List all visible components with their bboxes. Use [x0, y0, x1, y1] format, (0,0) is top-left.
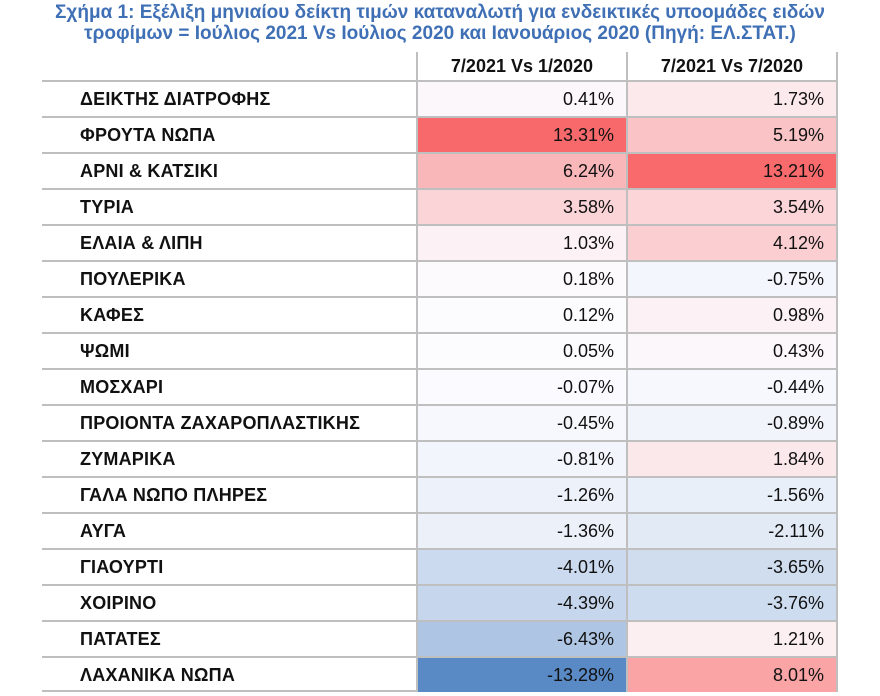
row-label: ΓΙΑΟΥΡΤΙ — [80, 556, 164, 577]
value-cell-vs-jan2020: 0.12% — [416, 298, 626, 332]
value-cell-vs-jul2020: -0.44% — [626, 370, 838, 404]
row-label: ΠΑΤΑΤΕΣ — [80, 628, 161, 649]
value-cell-vs-jul2020: -0.75% — [626, 262, 838, 296]
value-cell-vs-jul2020: -3.65% — [626, 550, 838, 584]
row-label: ΠΡΟΙΟΝΤΑ ΖΑΧΑΡΟΠΛΑΣΤΙΚΗΣ — [80, 412, 361, 433]
value-cell-vs-jan2020: -4.39% — [416, 586, 626, 620]
value-cell-vs-jan2020: -13.28% — [416, 658, 626, 692]
row-label: ΨΩΜΙ — [80, 340, 130, 361]
row-label: ΔΕΙΚΤΗΣ ΔΙΑΤΡΟΦΗΣ — [80, 88, 271, 109]
value-cell-vs-jan2020: 0.05% — [416, 334, 626, 368]
value-cell-vs-jan2020: 3.58% — [416, 190, 626, 224]
table-row: ΔΕΙΚΤΗΣ ΔΙΑΤΡΟΦΗΣ 0.41% 1.73% — [42, 80, 838, 116]
value-cell-vs-jan2020: -4.01% — [416, 550, 626, 584]
value-cell-vs-jul2020: 0.98% — [626, 298, 838, 332]
value-cell-vs-jan2020: -1.26% — [416, 478, 626, 512]
value-cell-vs-jul2020: -1.56% — [626, 478, 838, 512]
heatmap-table: 7/2021 Vs 1/2020 7/2021 Vs 7/2020 ΔΕΙΚΤΗ… — [42, 52, 838, 692]
value-cell-vs-jan2020: -6.43% — [416, 622, 626, 656]
table-row: ΨΩΜΙ 0.05% 0.43% — [42, 332, 838, 368]
value-cell-vs-jul2020: -3.76% — [626, 586, 838, 620]
value-cell-vs-jan2020: -0.45% — [416, 406, 626, 440]
row-label: ΕΛΑΙΑ & ΛΙΠΗ — [80, 232, 203, 253]
table-row: ΓΙΑΟΥΡΤΙ -4.01% -3.65% — [42, 548, 838, 584]
table-row: ΑΡΝΙ & ΚΑΤΣΙΚΙ 6.24% 13.21% — [42, 152, 838, 188]
table-row: ΛΑΧΑΝΙΚΑ ΝΩΠΑ -13.28% 8.01% — [42, 656, 838, 692]
row-label: ΚΑΦΕΣ — [80, 304, 145, 325]
value-cell-vs-jul2020: 0.43% — [626, 334, 838, 368]
table-row: ΠΟΥΛΕΡΙΚΑ 0.18% -0.75% — [42, 260, 838, 296]
table-row: ΑΥΓΑ -1.36% -2.11% — [42, 512, 838, 548]
value-cell-vs-jul2020: 13.21% — [626, 154, 838, 188]
row-label: ΧΟΙΡΙΝΟ — [80, 592, 157, 613]
table-header-row: 7/2021 Vs 1/2020 7/2021 Vs 7/2020 — [42, 52, 838, 80]
value-cell-vs-jul2020: -0.89% — [626, 406, 838, 440]
value-cell-vs-jul2020: 3.54% — [626, 190, 838, 224]
column-header-jul2020: 7/2021 Vs 7/2020 — [626, 52, 838, 80]
value-cell-vs-jul2020: 4.12% — [626, 226, 838, 260]
row-label: ΑΥΓΑ — [80, 520, 127, 541]
table-row: ΜΟΣΧΑΡΙ -0.07% -0.44% — [42, 368, 838, 404]
table-body: ΔΕΙΚΤΗΣ ΔΙΑΤΡΟΦΗΣ 0.41% 1.73% ΦΡΟΥΤΑ ΝΩΠΑ 13… — [42, 80, 838, 692]
chart-title: Σχήμα 1: Εξέλιξη μηνιαίου δείκτη τιμών κ… — [0, 2, 880, 44]
value-cell-vs-jan2020: 1.03% — [416, 226, 626, 260]
table-row: ΠΡΟΙΟΝΤΑ ΖΑΧΑΡΟΠΛΑΣΤΙΚΗΣ -0.45% -0.89% — [42, 404, 838, 440]
value-cell-vs-jul2020: 1.73% — [626, 82, 838, 116]
value-cell-vs-jul2020: 8.01% — [626, 658, 838, 692]
value-cell-vs-jan2020: -0.81% — [416, 442, 626, 476]
value-cell-vs-jul2020: 5.19% — [626, 118, 838, 152]
value-cell-vs-jan2020: 0.41% — [416, 82, 626, 116]
table-row: ΧΟΙΡΙΝΟ -4.39% -3.76% — [42, 584, 838, 620]
value-cell-vs-jul2020: 1.21% — [626, 622, 838, 656]
row-label: ΦΡΟΥΤΑ ΝΩΠΑ — [80, 124, 216, 145]
table-row: ΤΥΡΙΑ 3.58% 3.54% — [42, 188, 838, 224]
value-cell-vs-jan2020: 6.24% — [416, 154, 626, 188]
table-row: ΖΥΜΑΡΙΚΑ -0.81% 1.84% — [42, 440, 838, 476]
value-cell-vs-jan2020: 13.31% — [416, 118, 626, 152]
table-row: ΦΡΟΥΤΑ ΝΩΠΑ 13.31% 5.19% — [42, 116, 838, 152]
value-cell-vs-jan2020: -0.07% — [416, 370, 626, 404]
value-cell-vs-jul2020: -2.11% — [626, 514, 838, 548]
row-label: ΛΑΧΑΝΙΚΑ ΝΩΠΑ — [80, 664, 236, 685]
value-cell-vs-jan2020: 0.18% — [416, 262, 626, 296]
row-label: ΠΟΥΛΕΡΙΚΑ — [80, 268, 186, 289]
row-label: ΖΥΜΑΡΙΚΑ — [80, 448, 176, 469]
column-header-jan2020: 7/2021 Vs 1/2020 — [416, 52, 626, 80]
chart-title-line-1: Σχήμα 1: Εξέλιξη μηνιαίου δείκτη τιμών κ… — [55, 2, 825, 23]
table-row: ΕΛΑΙΑ & ΛΙΠΗ 1.03% 4.12% — [42, 224, 838, 260]
value-cell-vs-jul2020: 1.84% — [626, 442, 838, 476]
table-row: ΠΑΤΑΤΕΣ -6.43% 1.21% — [42, 620, 838, 656]
row-label: ΓΑΛΑ ΝΩΠΟ ΠΛΗΡΕΣ — [80, 484, 268, 505]
table-row: ΚΑΦΕΣ 0.12% 0.98% — [42, 296, 838, 332]
value-cell-vs-jan2020: -1.36% — [416, 514, 626, 548]
row-label: ΜΟΣΧΑΡΙ — [80, 376, 164, 397]
row-label: ΤΥΡΙΑ — [80, 196, 135, 217]
chart-title-line-2: τροφίμων = Ιούλιος 2021 Vs Ιούλιος 2020 … — [84, 23, 796, 44]
table-row: ΓΑΛΑ ΝΩΠΟ ΠΛΗΡΕΣ -1.26% -1.56% — [42, 476, 838, 512]
row-label: ΑΡΝΙ & ΚΑΤΣΙΚΙ — [80, 160, 219, 181]
